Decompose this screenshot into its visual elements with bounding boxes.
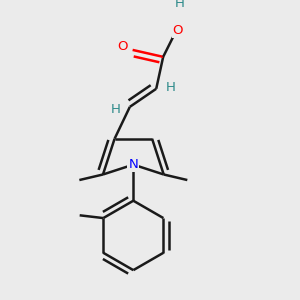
- Text: O: O: [117, 40, 127, 53]
- Text: O: O: [172, 24, 183, 37]
- Text: H: H: [175, 0, 185, 10]
- Text: N: N: [128, 158, 138, 171]
- Text: H: H: [110, 103, 120, 116]
- Text: H: H: [166, 81, 176, 94]
